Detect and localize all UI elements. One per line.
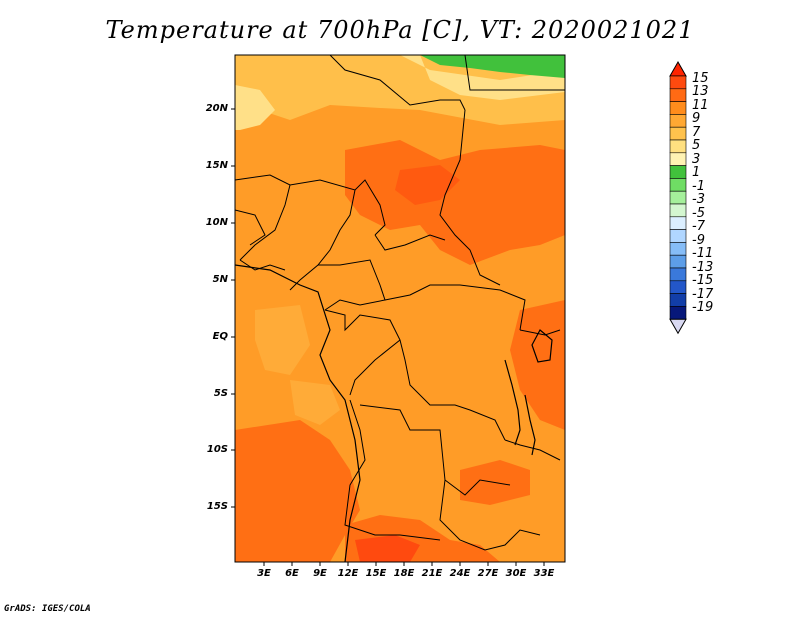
lon-label: 33E <box>533 568 555 579</box>
colorbar-swatch <box>669 203 687 218</box>
colorbar <box>669 60 687 335</box>
colorbar-swatch <box>669 152 687 166</box>
colorbar-swatch <box>669 75 687 90</box>
lat-label: EQ <box>212 331 228 342</box>
lon-label: 18E <box>393 568 415 579</box>
north-light-band <box>235 55 565 125</box>
map-frame <box>234 54 566 563</box>
colorbar-tick-label: -17 <box>692 286 714 302</box>
lon-label: 15E <box>365 568 387 579</box>
credit-text: GrADS: IGES/COLA <box>4 604 91 614</box>
colorbar-swatch <box>669 114 687 128</box>
lat-label: 5N <box>212 274 228 285</box>
colorbar-swatch <box>669 216 687 230</box>
lat-label: 15N <box>205 160 228 171</box>
country-borders <box>235 55 565 551</box>
colorbar-tick-label: 15 <box>692 70 709 86</box>
colorbar-tick-label: -13 <box>692 259 714 275</box>
temperature-map <box>231 54 566 566</box>
colorbar-top-arrow <box>669 60 687 77</box>
colorbar-swatch <box>669 190 687 205</box>
colorbar-swatch <box>669 126 687 141</box>
colorbar-tick-label: 11 <box>692 97 709 113</box>
north-pale-band <box>235 55 565 100</box>
coastal-light-patch <box>255 305 310 375</box>
lat-label: 10N <box>205 217 228 228</box>
colorbar-swatch <box>669 101 687 115</box>
lat-label: 5S <box>213 388 228 399</box>
lat-label: 10S <box>206 444 228 455</box>
lat-label: 15S <box>206 501 228 512</box>
colorbar-swatch <box>669 254 687 269</box>
colorbar-swatch <box>669 88 687 102</box>
axis-ticks <box>231 108 545 566</box>
colorbar-tick-label: 13 <box>692 84 709 100</box>
lon-label: 21E <box>421 568 443 579</box>
colorbar-swatch <box>669 242 687 256</box>
lon-label: 12E <box>337 568 359 579</box>
colorbar-tick-label: -1 <box>692 178 705 194</box>
colorbar-tick-label: 7 <box>692 124 701 140</box>
colorbar-tick-label: 3 <box>692 151 701 167</box>
colorbar-tick-label: -5 <box>692 205 705 221</box>
lakes <box>504 329 553 456</box>
coastline <box>235 264 361 562</box>
colorbar-swatch <box>669 229 687 243</box>
colorbar-swatch <box>669 139 687 154</box>
central-hot-core <box>395 165 460 205</box>
coastal-light-patch-2 <box>290 380 340 425</box>
lon-label: 30E <box>505 568 527 579</box>
colorbar-tick-label: 5 <box>692 138 701 154</box>
west-pale-patch <box>235 85 275 130</box>
colorbar-tick-label: 1 <box>692 165 701 181</box>
colorbar-tick-label: -9 <box>692 232 705 248</box>
green-cool-region <box>420 55 565 78</box>
colorbar-swatch <box>669 293 687 307</box>
colorbar-swatch <box>669 165 687 179</box>
colorbar-swatch <box>669 306 687 320</box>
colorbar-tick-label: -11 <box>692 246 714 262</box>
colorbar-swatch <box>669 280 687 294</box>
colorbar-swatch <box>669 178 687 192</box>
colorbar-tick-label: -3 <box>692 192 705 208</box>
lon-label: 6E <box>285 568 299 579</box>
colorbar-tick-label: -19 <box>692 300 714 316</box>
colorbar-tick-label: -15 <box>692 273 714 289</box>
lon-label: 24E <box>449 568 471 579</box>
colorbar-swatch <box>669 267 687 282</box>
colorbar-tick-label: -7 <box>692 219 705 235</box>
colorbar-bottom-arrow <box>669 318 687 335</box>
south-hot-core <box>355 535 420 562</box>
colorbar-tick-label: 9 <box>692 111 701 127</box>
lon-label: 27E <box>477 568 499 579</box>
lon-label: 9E <box>313 568 327 579</box>
lat-label: 20N <box>205 103 228 114</box>
map-title: Temperature at 700hPa [C], VT: 202002102… <box>105 16 695 44</box>
lon-label: 3E <box>257 568 271 579</box>
southwest-warm-region <box>235 420 360 562</box>
